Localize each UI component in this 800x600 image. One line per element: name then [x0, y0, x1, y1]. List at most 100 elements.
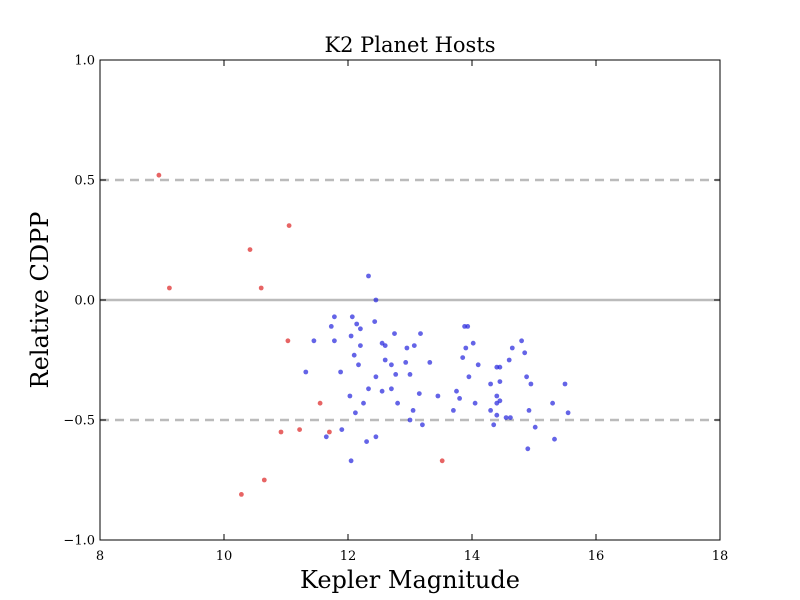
- data-point: [494, 412, 500, 418]
- data-point: [373, 434, 379, 440]
- data-point: [278, 429, 284, 435]
- data-point: [435, 393, 441, 399]
- data-point: [348, 458, 354, 464]
- data-point: [420, 422, 425, 428]
- data-point: [491, 422, 497, 428]
- data-point: [509, 345, 515, 351]
- x-axis-title: Kepler Magnitude: [300, 566, 520, 594]
- data-point: [389, 362, 394, 368]
- y-axis-title: Relative CDPP: [26, 212, 54, 389]
- chart-title: K2 Planet Hosts: [324, 33, 495, 57]
- data-point: [389, 386, 394, 392]
- data-point: [156, 172, 162, 178]
- data-point: [552, 436, 557, 442]
- data-point: [338, 369, 343, 375]
- data-point: [366, 273, 371, 279]
- data-point: [348, 333, 354, 339]
- data-point: [488, 381, 493, 387]
- y-axis-ticks: −1.0 −0.5 0.0 0.5 1.0: [63, 54, 720, 549]
- data-point: [404, 345, 410, 351]
- data-point: [522, 350, 528, 356]
- data-point: [407, 372, 413, 377]
- data-point: [361, 400, 366, 406]
- data-point: [463, 345, 469, 351]
- data-point: [239, 492, 244, 497]
- data-point: [427, 360, 433, 365]
- data-point: [382, 357, 388, 363]
- data-point: [506, 357, 512, 363]
- data-point: [407, 417, 413, 423]
- data-point: [332, 314, 337, 320]
- data-point: [311, 338, 317, 344]
- x-tick-label: 16: [588, 549, 605, 564]
- data-point: [411, 343, 417, 348]
- data-point: [403, 360, 409, 365]
- data-point: [439, 458, 445, 464]
- data-point: [366, 386, 371, 392]
- y-tick-label: −1.0: [63, 534, 95, 549]
- data-point: [519, 338, 524, 344]
- data-point: [503, 415, 509, 420]
- data-point: [550, 400, 555, 406]
- data-point: [497, 379, 503, 384]
- data-point: [508, 415, 513, 420]
- y-tick-label: 1.0: [74, 54, 95, 69]
- data-point: [328, 324, 334, 329]
- data-point: [524, 374, 529, 380]
- data-point: [247, 247, 253, 253]
- data-point: [497, 364, 503, 370]
- data-point: [494, 393, 500, 399]
- data-point: [488, 408, 493, 413]
- data-point: [472, 400, 478, 406]
- data-point: [351, 352, 357, 358]
- data-point: [379, 388, 385, 394]
- x-tick-label: 8: [96, 549, 104, 564]
- data-point: [392, 331, 397, 336]
- data-point: [460, 355, 466, 360]
- data-point: [470, 340, 476, 346]
- data-point: [451, 408, 456, 413]
- data-point: [526, 408, 532, 413]
- data-point: [418, 331, 423, 336]
- data-point: [258, 285, 264, 291]
- data-point: [323, 434, 329, 440]
- data-point: [339, 427, 345, 432]
- data-point: [457, 396, 462, 401]
- data-point: [332, 338, 337, 344]
- data-point: [410, 408, 416, 413]
- reference-lines: [100, 178, 720, 422]
- data-point: [347, 393, 353, 399]
- data-point: [317, 400, 323, 406]
- data-point: [354, 321, 360, 327]
- y-tick-label: −0.5: [63, 414, 95, 429]
- data-point: [358, 343, 363, 348]
- data-point: [466, 374, 472, 380]
- data-point: [525, 446, 531, 452]
- data-point: [454, 388, 459, 394]
- data-point: [286, 223, 292, 229]
- data-point: [475, 362, 481, 368]
- data-point: [393, 372, 399, 377]
- x-tick-label: 18: [712, 549, 729, 564]
- data-point: [356, 362, 361, 368]
- data-point: [497, 398, 503, 404]
- data-point: [528, 381, 534, 387]
- data-point: [297, 427, 302, 432]
- x-tick-label: 12: [340, 549, 357, 564]
- data-point: [565, 410, 571, 416]
- data-point: [327, 429, 332, 435]
- data-point: [358, 326, 363, 332]
- y-tick-label: 0.0: [74, 294, 95, 309]
- data-point: [349, 314, 355, 320]
- y-tick-label: 0.5: [74, 174, 95, 189]
- data-point: [395, 400, 400, 406]
- data-point: [353, 410, 358, 416]
- data-point: [532, 424, 538, 430]
- data-point: [261, 477, 267, 483]
- data-point: [364, 439, 369, 444]
- data-points: [156, 172, 571, 497]
- x-axis-ticks: 8 10 12 14 16 18: [96, 60, 728, 564]
- data-point: [303, 369, 309, 375]
- data-point: [465, 324, 471, 329]
